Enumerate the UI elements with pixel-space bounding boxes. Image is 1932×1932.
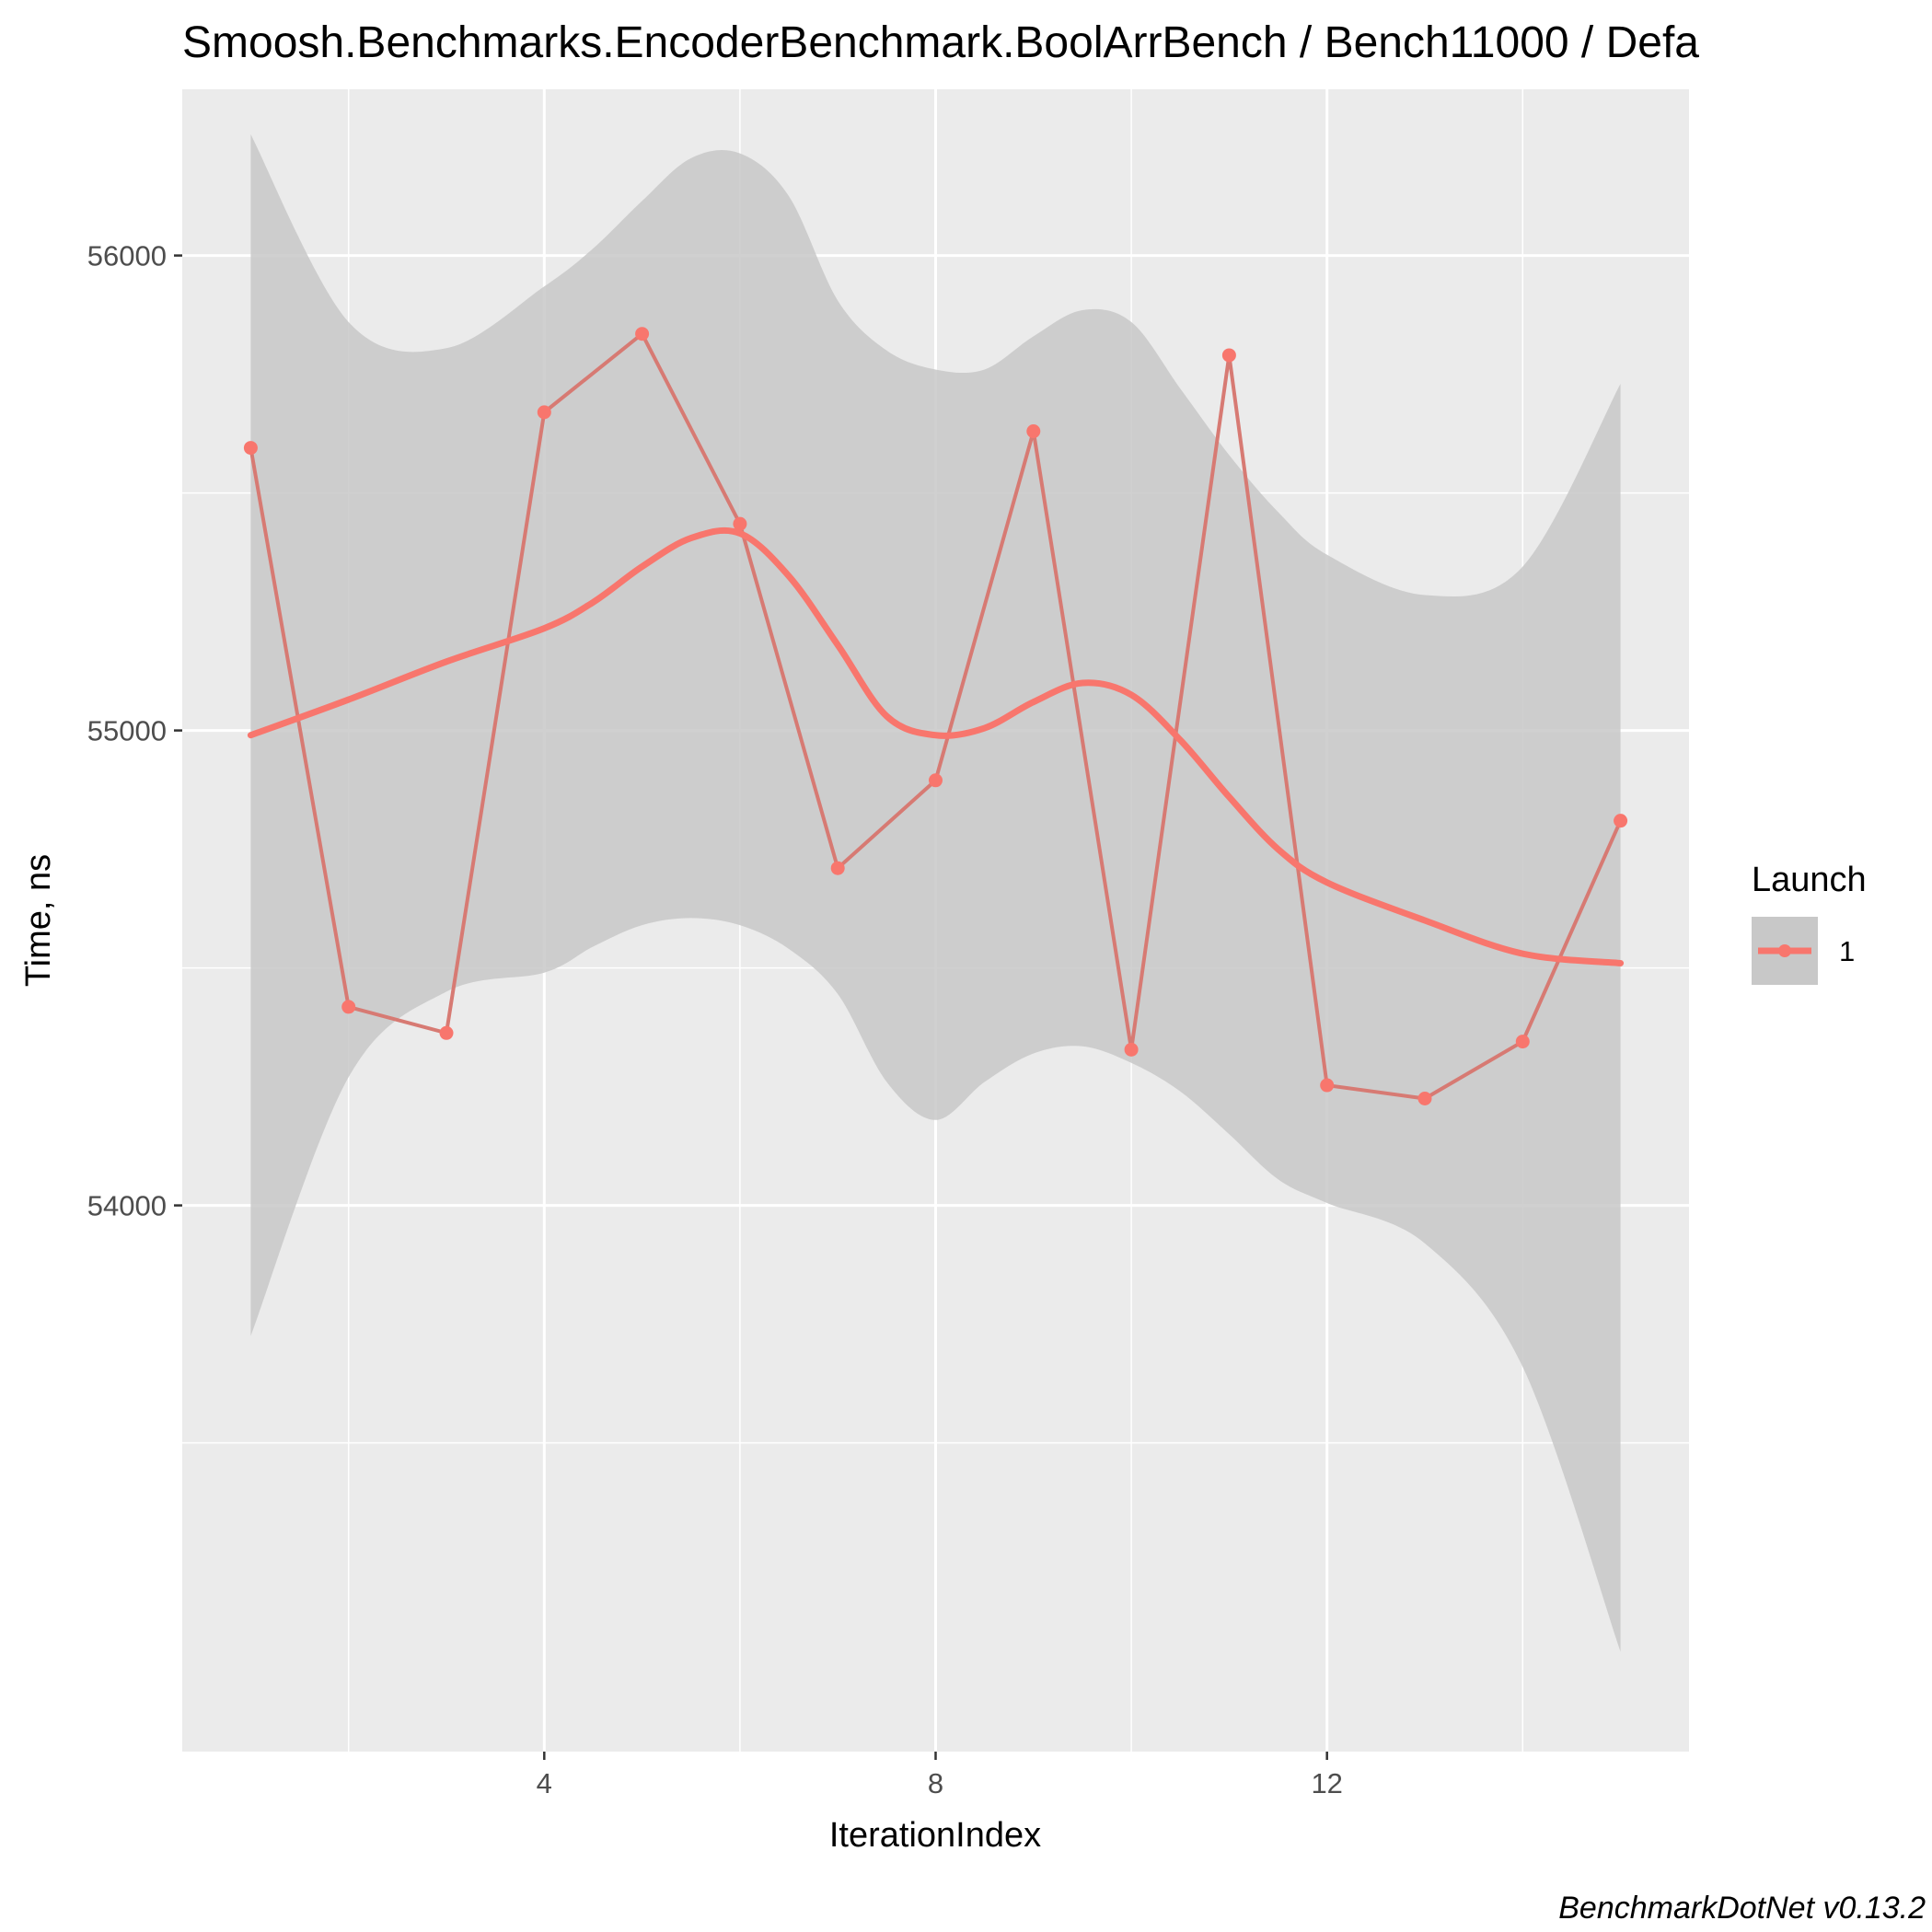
data-point — [341, 1000, 356, 1014]
data-point — [537, 405, 551, 420]
data-point — [1221, 348, 1236, 363]
data-point — [1320, 1078, 1335, 1093]
x-axis-title: IterationIndex — [829, 1816, 1041, 1855]
chart-caption: BenchmarkDotNet v0.13.2 — [1558, 1891, 1926, 1926]
y-tick-label: 56000 — [87, 240, 167, 272]
data-point — [1124, 1042, 1139, 1057]
data-point — [830, 861, 845, 875]
confidence-ribbon — [250, 134, 1621, 1652]
legend-title: Launch — [1752, 861, 1867, 899]
y-tick-label: 54000 — [87, 1190, 167, 1222]
x-tick-label: 8 — [928, 1767, 943, 1799]
y-axis-title: Time, ns — [19, 854, 58, 987]
legend: Launch 1 — [1752, 861, 1867, 985]
data-point — [929, 773, 943, 788]
data-point — [1026, 424, 1041, 439]
data-point — [635, 327, 650, 341]
x-tick-label: 12 — [1311, 1767, 1342, 1799]
smooth-trend-line — [247, 526, 1625, 966]
y-tick-label: 55000 — [87, 715, 167, 747]
legend-label-1: 1 — [1839, 935, 1855, 967]
data-point — [1417, 1092, 1432, 1105]
x-tick-label: 4 — [537, 1767, 552, 1799]
series-points — [243, 327, 1628, 1105]
data-point — [733, 516, 747, 531]
data-point — [439, 1025, 454, 1040]
data-point — [243, 441, 258, 456]
x-axis-ticks: 4 8 12 — [537, 1752, 1343, 1799]
legend-key-point — [1778, 944, 1791, 957]
y-axis-ticks: 54000 55000 56000 — [87, 240, 182, 1222]
data-point — [1515, 1035, 1530, 1049]
chart-title: Smoosh.Benchmarks.EncoderBenchmark.BoolA… — [182, 18, 1699, 67]
data-point — [1614, 814, 1628, 828]
